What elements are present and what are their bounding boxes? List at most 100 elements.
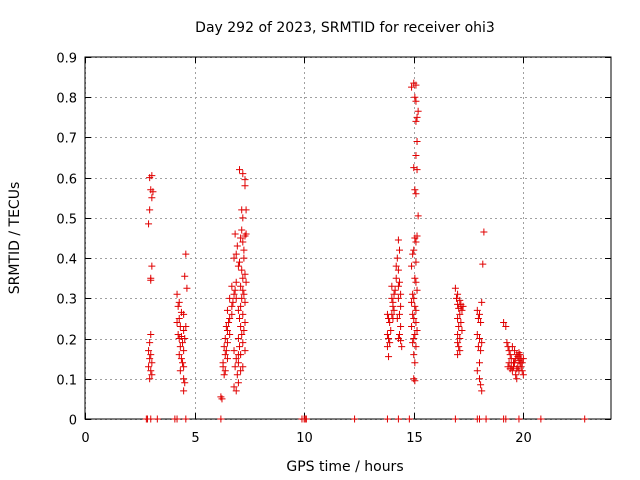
data-point bbox=[454, 351, 462, 359]
data-point bbox=[408, 262, 416, 270]
data-point bbox=[405, 415, 413, 423]
data-point bbox=[148, 359, 156, 367]
data-point bbox=[241, 182, 249, 190]
x-tick-label: 15 bbox=[406, 431, 423, 446]
data-point bbox=[182, 322, 190, 330]
data-point bbox=[351, 415, 359, 423]
data-point bbox=[390, 290, 398, 298]
data-point bbox=[239, 170, 247, 178]
data-point bbox=[221, 367, 229, 375]
data-point bbox=[223, 355, 231, 363]
data-point bbox=[237, 322, 245, 330]
data-point bbox=[237, 302, 245, 310]
data-point bbox=[176, 343, 184, 351]
data-series bbox=[142, 79, 589, 423]
y-tick-label: 0.4 bbox=[56, 253, 77, 268]
data-point bbox=[459, 302, 467, 310]
data-point bbox=[451, 284, 459, 292]
data-point bbox=[385, 353, 393, 361]
data-point bbox=[457, 318, 465, 326]
data-point bbox=[242, 278, 250, 286]
data-point bbox=[473, 331, 481, 339]
data-point bbox=[236, 314, 244, 322]
data-point bbox=[392, 262, 400, 270]
data-point bbox=[146, 355, 154, 363]
data-point bbox=[182, 415, 190, 423]
data-point bbox=[411, 274, 419, 282]
data-point bbox=[230, 290, 238, 298]
plot-frame bbox=[84, 56, 612, 420]
data-point bbox=[474, 343, 482, 351]
data-point bbox=[230, 347, 238, 355]
data-point bbox=[412, 318, 420, 326]
data-point bbox=[147, 367, 155, 375]
data-point bbox=[477, 318, 485, 326]
data-point bbox=[239, 214, 247, 222]
data-point bbox=[241, 347, 249, 355]
data-point bbox=[238, 226, 246, 234]
data-point bbox=[408, 322, 416, 330]
data-point bbox=[519, 371, 527, 379]
y-tick-label: 0.3 bbox=[56, 293, 77, 308]
data-point bbox=[234, 335, 242, 343]
data-point bbox=[226, 331, 234, 339]
data-point bbox=[413, 113, 421, 121]
data-point bbox=[411, 234, 419, 242]
data-point bbox=[239, 363, 247, 371]
data-point bbox=[385, 335, 393, 343]
data-point bbox=[232, 355, 240, 363]
data-point bbox=[397, 290, 405, 298]
x-tick-label: 0 bbox=[81, 431, 89, 446]
data-point bbox=[229, 298, 237, 306]
data-point bbox=[147, 415, 155, 423]
data-point bbox=[478, 339, 486, 347]
data-point bbox=[177, 355, 185, 363]
data-point bbox=[223, 339, 231, 347]
data-point bbox=[175, 351, 183, 359]
data-point bbox=[239, 310, 247, 318]
data-point bbox=[231, 286, 239, 294]
data-point bbox=[241, 318, 249, 326]
data-point bbox=[228, 302, 236, 310]
data-point bbox=[236, 258, 244, 266]
y-tick-label: 0.7 bbox=[56, 132, 77, 147]
data-point bbox=[476, 359, 483, 367]
data-point bbox=[456, 347, 464, 355]
data-point bbox=[146, 339, 154, 347]
data-point bbox=[147, 331, 155, 339]
data-point bbox=[239, 238, 247, 246]
data-point bbox=[148, 194, 156, 202]
data-point bbox=[412, 278, 420, 286]
data-point bbox=[148, 262, 156, 270]
data-point bbox=[408, 83, 416, 91]
data-point bbox=[413, 327, 421, 335]
data-point bbox=[148, 172, 156, 180]
data-point bbox=[411, 186, 419, 194]
data-point bbox=[411, 359, 419, 367]
data-point bbox=[239, 274, 247, 282]
data-point bbox=[180, 310, 188, 318]
data-point bbox=[394, 282, 402, 290]
data-point bbox=[397, 337, 405, 345]
data-point bbox=[412, 152, 420, 160]
data-point bbox=[149, 188, 157, 196]
data-point bbox=[225, 318, 233, 326]
data-point bbox=[240, 290, 248, 298]
data-point bbox=[414, 212, 422, 220]
data-point bbox=[410, 351, 418, 359]
data-point bbox=[506, 351, 514, 359]
data-point bbox=[218, 395, 226, 403]
data-point bbox=[456, 296, 464, 304]
data-point bbox=[394, 266, 402, 274]
data-point bbox=[146, 206, 154, 214]
gridlines bbox=[85, 57, 611, 420]
data-point bbox=[410, 335, 418, 343]
data-point bbox=[458, 327, 466, 335]
data-point bbox=[518, 359, 526, 367]
data-point bbox=[180, 387, 188, 395]
data-point bbox=[223, 327, 231, 335]
y-tick-label: 0.1 bbox=[56, 374, 77, 389]
data-point bbox=[397, 322, 405, 330]
data-point bbox=[219, 359, 227, 367]
data-point bbox=[148, 371, 156, 379]
